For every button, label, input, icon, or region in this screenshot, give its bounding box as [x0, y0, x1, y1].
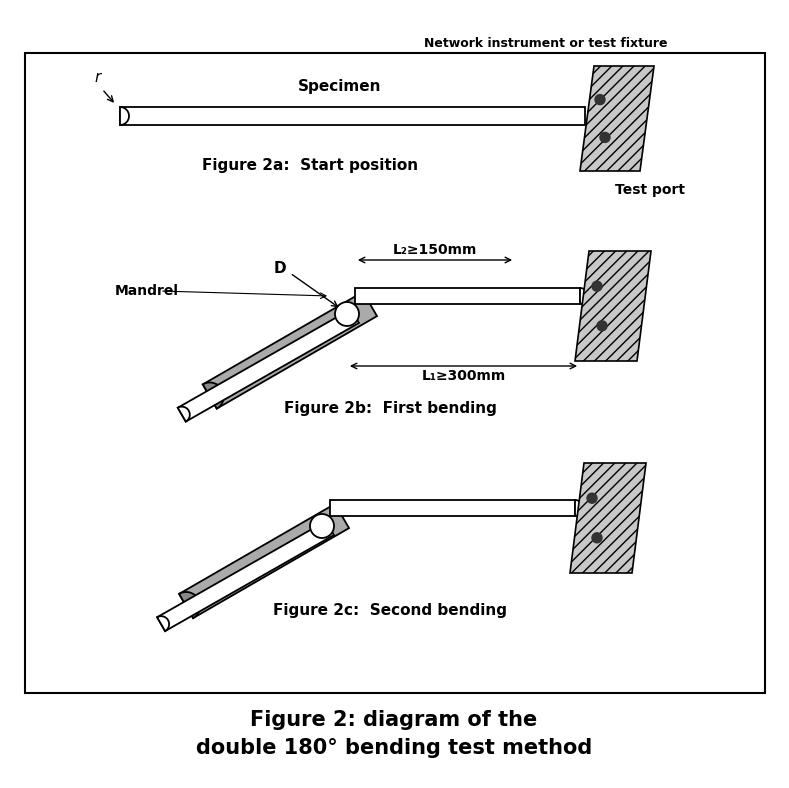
Polygon shape — [570, 463, 646, 573]
Circle shape — [600, 132, 610, 143]
Text: Figure 2b:  First bending: Figure 2b: First bending — [283, 401, 496, 416]
Polygon shape — [355, 288, 580, 304]
Text: L₂≥150mm: L₂≥150mm — [393, 243, 477, 257]
Text: r: r — [95, 70, 101, 85]
Polygon shape — [178, 407, 190, 422]
Text: Mandrel: Mandrel — [115, 284, 179, 298]
Polygon shape — [179, 504, 349, 618]
Circle shape — [592, 533, 602, 543]
Polygon shape — [203, 292, 377, 409]
Polygon shape — [575, 251, 651, 361]
Text: Figure 2: diagram of the: Figure 2: diagram of the — [250, 710, 537, 730]
Text: double 180° bending test method: double 180° bending test method — [196, 738, 592, 758]
Text: Test port: Test port — [615, 183, 685, 197]
Polygon shape — [157, 521, 334, 631]
Polygon shape — [580, 288, 588, 304]
Text: D: D — [274, 261, 286, 276]
Polygon shape — [157, 616, 169, 631]
Circle shape — [595, 95, 605, 105]
Text: Figure 2a:  Start position: Figure 2a: Start position — [202, 158, 418, 173]
Text: Network instrument or test fixture: Network instrument or test fixture — [424, 37, 668, 50]
Polygon shape — [120, 107, 585, 125]
Circle shape — [335, 302, 359, 326]
Polygon shape — [330, 500, 575, 516]
Polygon shape — [179, 592, 200, 618]
Circle shape — [310, 514, 334, 538]
Polygon shape — [178, 309, 359, 422]
Bar — [25, 53, 765, 693]
Polygon shape — [120, 107, 129, 125]
Circle shape — [587, 493, 597, 504]
Polygon shape — [575, 500, 583, 516]
Text: Specimen: Specimen — [298, 79, 382, 94]
Text: Figure 2c:  Second bending: Figure 2c: Second bending — [273, 603, 507, 618]
Text: L₁≥300mm: L₁≥300mm — [421, 369, 506, 383]
Polygon shape — [203, 382, 224, 409]
Circle shape — [592, 281, 602, 292]
Polygon shape — [580, 66, 654, 171]
Circle shape — [597, 321, 607, 331]
